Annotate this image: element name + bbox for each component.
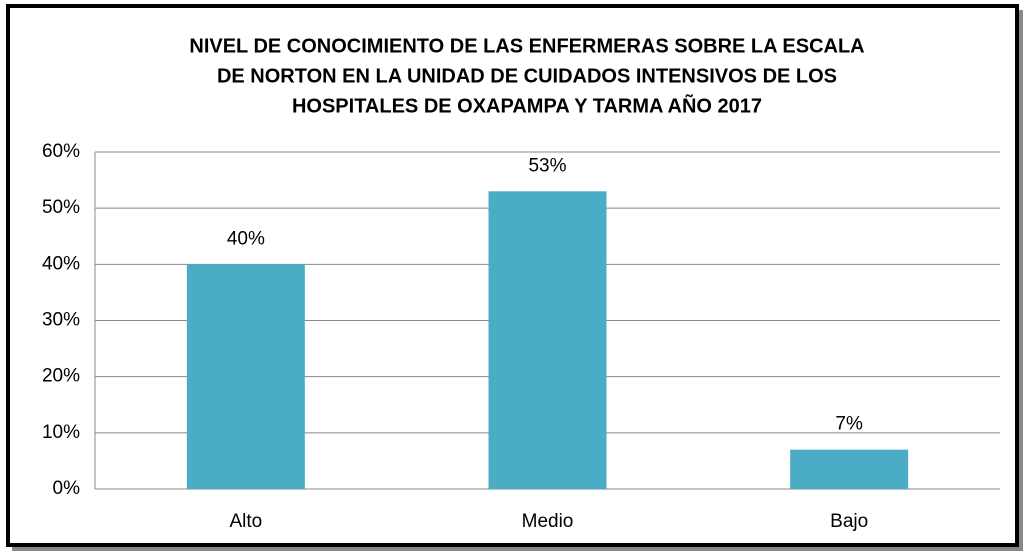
- bar: [488, 191, 607, 490]
- chart-title: HOSPITALES DE OXAPAMPA Y TARMA AÑO 2017: [292, 94, 762, 117]
- y-tick-label: 20%: [42, 366, 80, 387]
- bar: [186, 264, 305, 489]
- data-label: 40%: [227, 228, 265, 249]
- x-tick-label: Bajo: [830, 511, 868, 532]
- x-tick-label: Alto: [229, 511, 262, 532]
- data-label: 53%: [528, 155, 566, 176]
- y-tick-label: 0%: [53, 478, 81, 499]
- y-tick-label: 40%: [42, 253, 80, 274]
- chart-title: DE NORTON EN LA UNIDAD DE CUIDADOS INTEN…: [217, 65, 837, 87]
- bar: [790, 449, 909, 489]
- y-tick-label: 10%: [42, 422, 80, 443]
- x-tick-label: Medio: [522, 511, 574, 532]
- y-tick-label: 50%: [42, 197, 80, 218]
- data-label: 7%: [835, 414, 863, 435]
- chart-title: NIVEL DE CONOCIMIENTO DE LAS ENFERMERAS …: [189, 35, 864, 57]
- y-tick-label: 60%: [42, 141, 80, 162]
- y-tick-label: 30%: [42, 310, 80, 331]
